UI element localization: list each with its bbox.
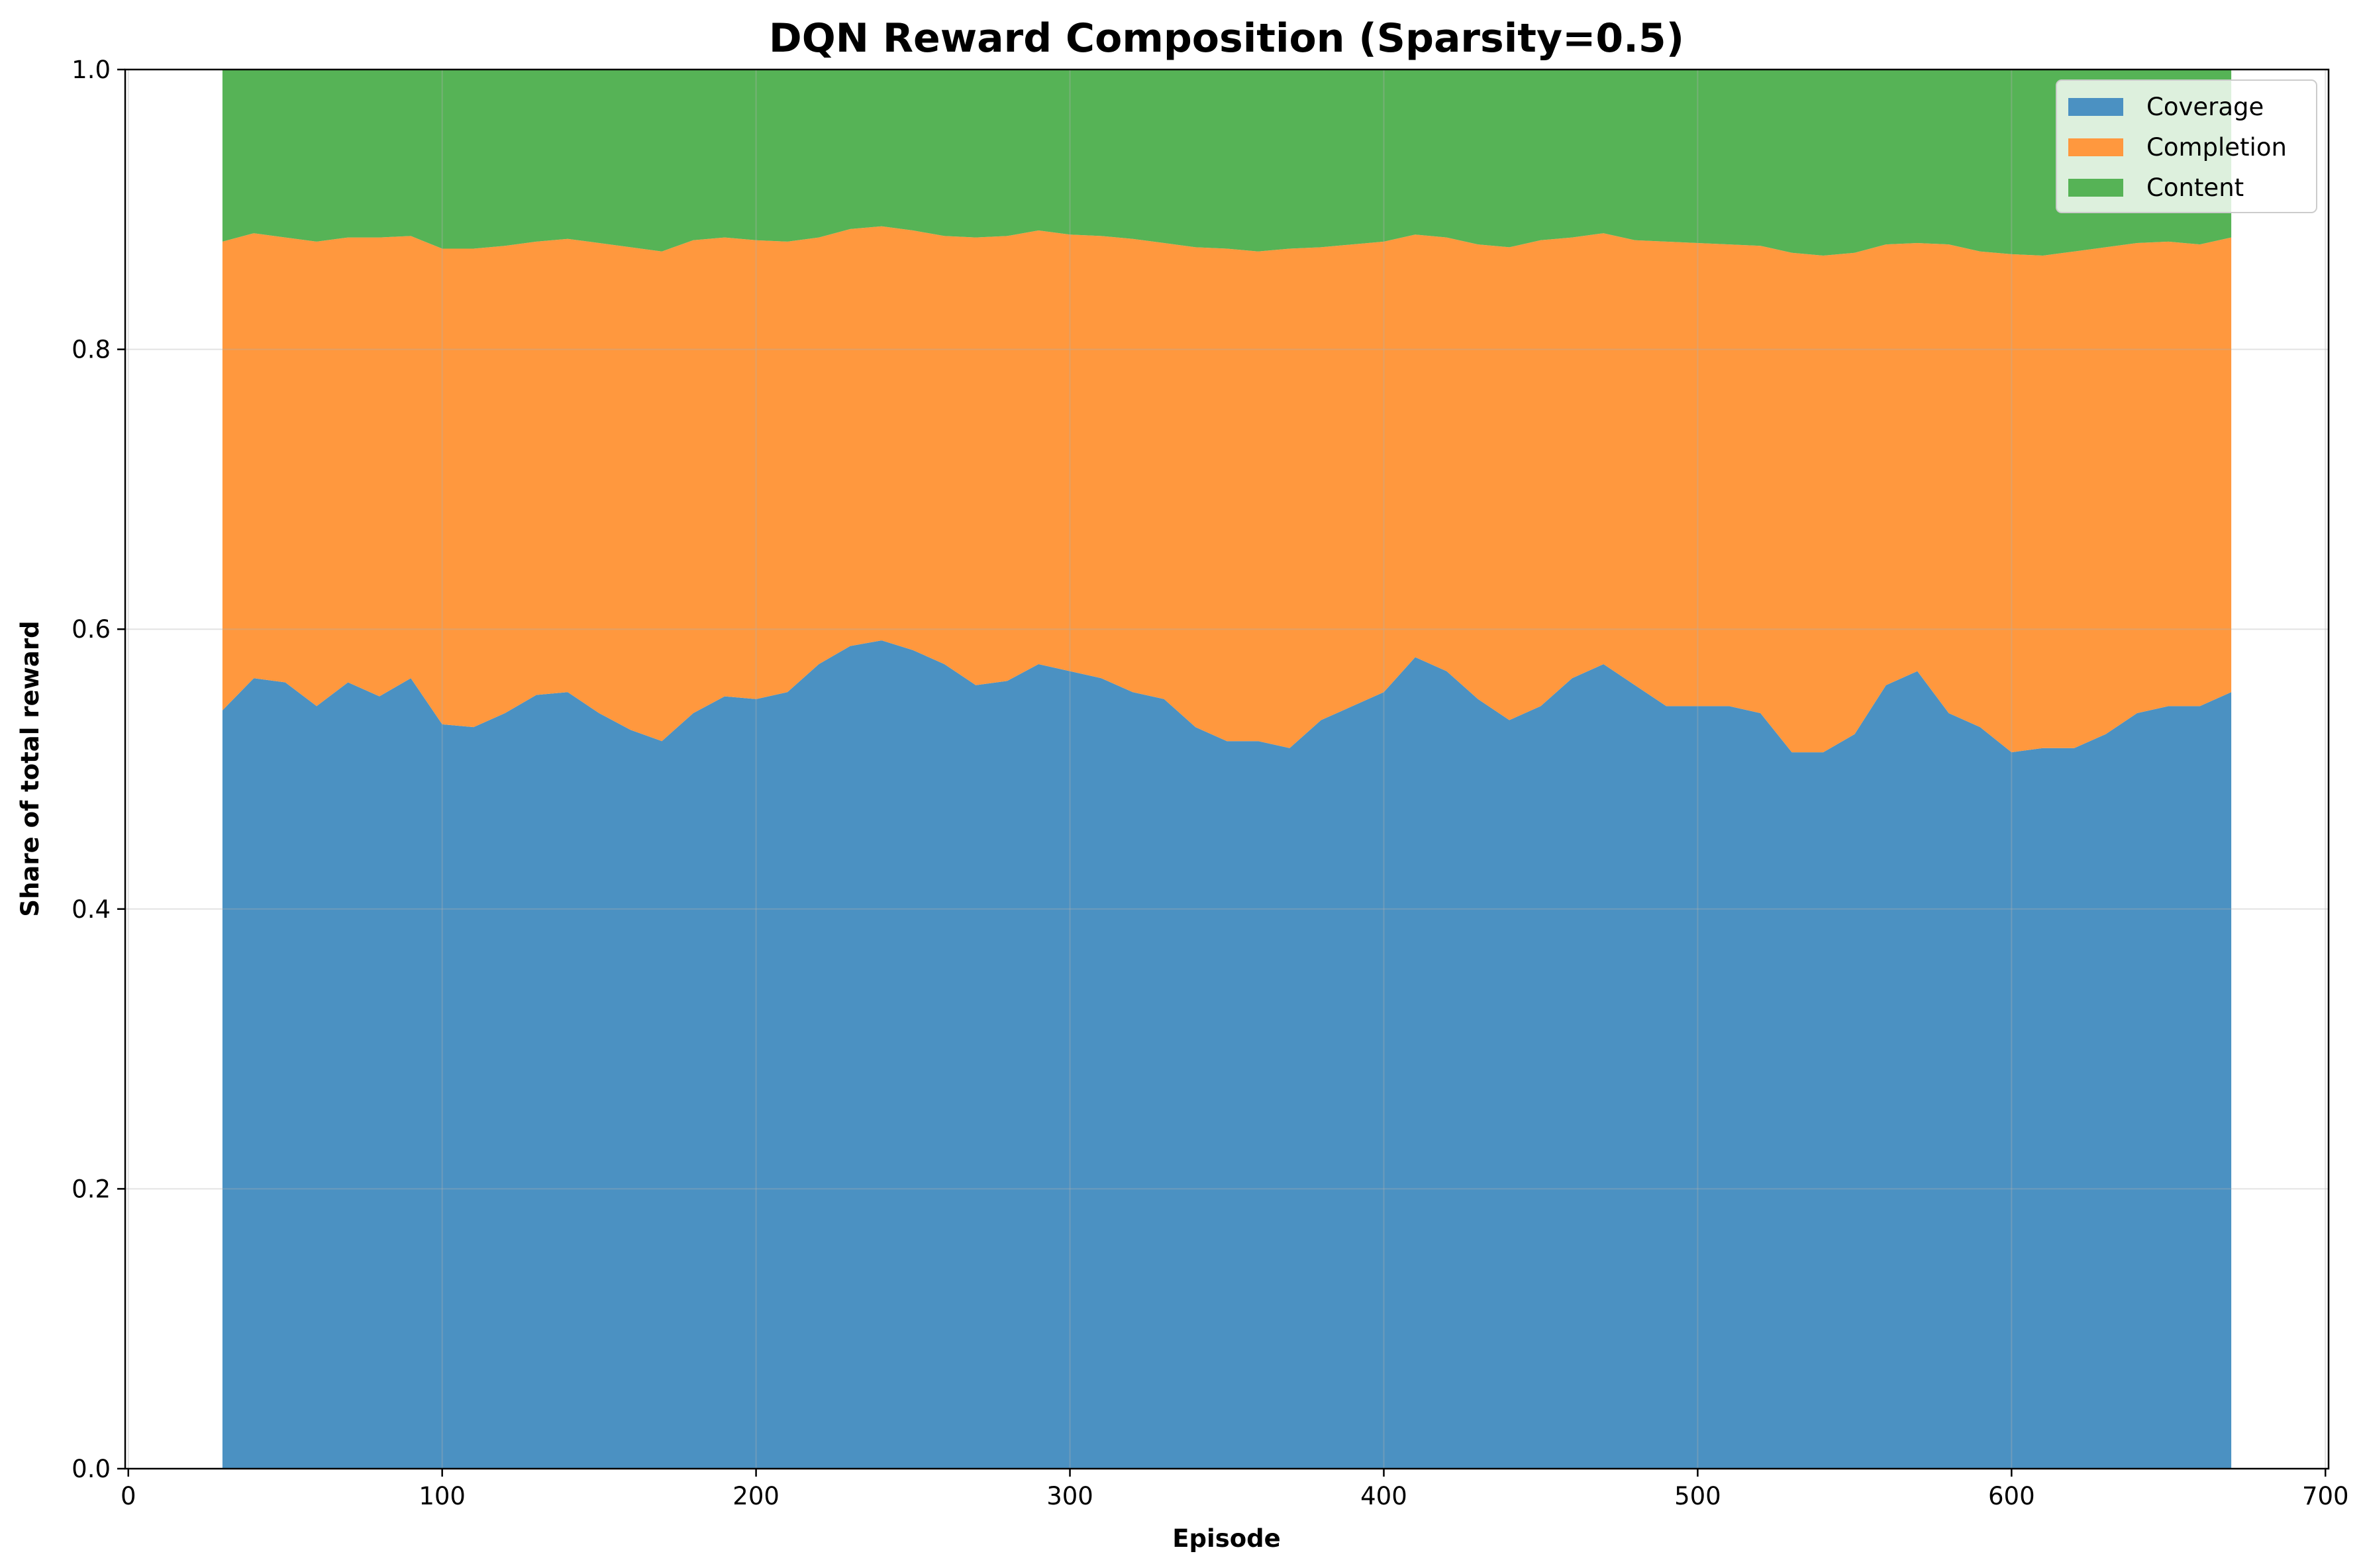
stacked-areas [222, 70, 2232, 1469]
area-series-coverage [222, 640, 2232, 1469]
x-tick-label: 400 [1360, 1482, 1407, 1510]
y-axis-ticks: 0.0 0.2 0.4 0.6 0.8 1.0 [72, 56, 125, 1483]
area-series-content [222, 70, 2232, 256]
y-tick-label: 0.2 [72, 1175, 111, 1203]
legend-label-completion: Completion [2146, 133, 2287, 162]
grid-lines [125, 69, 2329, 1469]
legend: Coverage Completion Content [2056, 79, 2317, 213]
y-tick-label: 1.0 [72, 56, 111, 84]
x-tick-label: 600 [1988, 1482, 2035, 1510]
x-tick-label: 500 [1674, 1482, 1721, 1510]
x-tick-label: 100 [419, 1482, 466, 1510]
axes-border [124, 68, 2330, 1470]
axes-frame [124, 68, 2330, 1470]
y-axis-label: Share of total reward [16, 620, 44, 916]
area-series-completion [222, 226, 2232, 753]
x-tick-label: 700 [2302, 1482, 2349, 1510]
y-tick-label: 0.0 [72, 1455, 111, 1483]
x-axis-ticks: 0 100 200 300 400 500 600 700 [121, 1469, 2349, 1510]
plot-area: 0 100 200 300 400 500 600 700 0.0 0.2 0.4 0.6 0.8 1.… [72, 56, 2348, 1510]
y-tick-label: 0.4 [72, 895, 111, 924]
chart-title: DQN Reward Composition (Sparsity=0.5) [769, 15, 1684, 62]
y-tick-label: 0.6 [72, 615, 111, 644]
x-tick-label: 200 [732, 1482, 779, 1510]
legend-swatch-completion [2068, 138, 2123, 156]
legend-label-coverage: Coverage [2146, 93, 2264, 121]
legend-swatch-coverage [2068, 98, 2123, 116]
x-tick-label: 300 [1046, 1482, 1093, 1510]
x-axis-label: Episode [1172, 1524, 1280, 1553]
x-tick-label: 0 [121, 1482, 136, 1510]
legend-swatch-content [2068, 179, 2123, 197]
y-tick-label: 0.8 [72, 336, 111, 364]
legend-label-content: Content [2146, 173, 2244, 202]
